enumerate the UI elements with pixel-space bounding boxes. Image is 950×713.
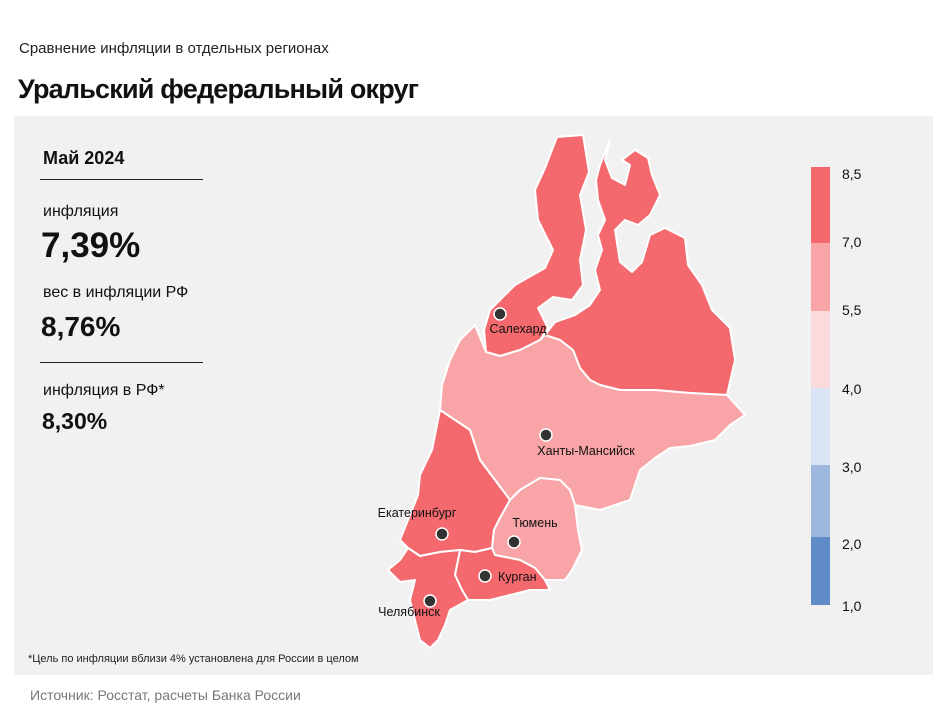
city-marker-icon: [435, 527, 449, 541]
city-label: Екатеринбург: [378, 506, 457, 520]
rf-inflation-label: инфляция в РФ*: [43, 382, 165, 399]
legend-swatch: [811, 243, 830, 311]
weight-value: 8,76%: [41, 311, 121, 342]
legend-swatch: [811, 388, 830, 465]
city-chelyabinsk[interactable]: Челябинск: [378, 594, 440, 619]
city-khanty-mansiysk[interactable]: Ханты-Мансийск: [537, 428, 635, 458]
city-marker-icon: [493, 307, 507, 321]
city-label: Салехард: [489, 322, 547, 336]
legend-value: 5,5: [842, 302, 862, 318]
city-marker-icon: [423, 594, 437, 608]
city-tyumen[interactable]: Тюмень: [507, 516, 558, 549]
city-label: Челябинск: [378, 605, 440, 619]
footnote: *Цель по инфляции вблизи 4% установлена …: [28, 653, 359, 665]
legend-value: 2,0: [842, 536, 862, 552]
legend-value: 4,0: [842, 381, 862, 397]
legend-swatch: [811, 465, 830, 537]
legend-value: 3,0: [842, 459, 862, 475]
legend-value: 1,0: [842, 598, 862, 614]
city-marker-icon: [507, 535, 521, 549]
city-label: Тюмень: [512, 516, 557, 530]
city-label: Ханты-Мансийск: [537, 444, 635, 458]
city-kurgan[interactable]: Курган: [478, 569, 537, 584]
city-label: Курган: [498, 570, 537, 584]
chart-title: Уральский федеральный округ: [18, 74, 419, 104]
period-label: Май 2024: [43, 148, 125, 168]
city-marker-icon: [478, 569, 492, 583]
legend-swatch: [811, 537, 830, 605]
city-marker-icon: [539, 428, 553, 442]
region-tyumen[interactable]: [491, 477, 583, 581]
legend-swatch: [811, 311, 830, 388]
city-salekhard[interactable]: Салехард: [489, 307, 547, 336]
city-yekaterinburg[interactable]: Екатеринбург: [378, 506, 457, 541]
legend-value: 7,0: [842, 234, 862, 250]
divider-bottom: [40, 362, 203, 363]
rf-inflation-value: 8,30%: [42, 408, 108, 434]
inflation-label: инфляция: [43, 203, 119, 220]
chart-subtitle: Сравнение инфляции в отдельных регионах: [19, 40, 329, 57]
legend-swatch: [811, 167, 830, 243]
legend-value: 8,5: [842, 166, 862, 182]
inflation-value: 7,39%: [41, 226, 141, 265]
weight-label: вес в инфляции РФ: [43, 284, 189, 301]
source-note: Источник: Росстат, расчеты Банка России: [30, 687, 301, 703]
divider-top: [40, 179, 203, 180]
